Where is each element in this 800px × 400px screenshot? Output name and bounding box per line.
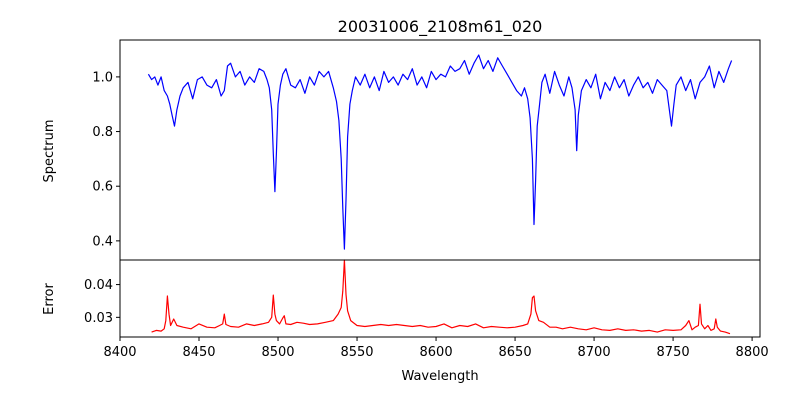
x-tick-label: 8750 — [657, 345, 690, 360]
x-axis-ticks: 8400 8450 8500 8550 8600 8650 8700 8750 8800 — [103, 337, 769, 360]
spectrum-y-tick-label: 0.4 — [92, 234, 113, 249]
x-tick-label: 8500 — [261, 345, 294, 360]
chart-title: 20031006_2108m61_020 — [338, 17, 543, 37]
spectrum-y-tick-label: 1.0 — [92, 70, 113, 85]
x-tick-label: 8650 — [499, 345, 532, 360]
error-line — [151, 259, 731, 335]
x-tick-label: 8400 — [103, 345, 136, 360]
spectrum-y-tick-label: 0.8 — [92, 125, 113, 140]
x-tick-label: 8700 — [578, 345, 611, 360]
spectrum-line — [147, 54, 733, 250]
spectrum-y-axis-label: Spectrum — [42, 120, 57, 183]
x-tick-label: 8450 — [182, 345, 215, 360]
spectrum-y-tick-label: 0.6 — [92, 180, 113, 195]
spectrum-marks — [147, 54, 733, 250]
error-marks — [151, 259, 731, 335]
error-panel: 0.03 0.04 8400 8450 8500 8550 8600 8650 8700 875… — [42, 259, 769, 384]
x-tick-label: 8600 — [420, 345, 453, 360]
x-tick-label: 8800 — [736, 345, 769, 360]
x-axis-label: Wavelength — [401, 369, 478, 384]
error-y-axis-label: Error — [42, 283, 57, 315]
error-y-ticks: 0.03 0.04 — [84, 278, 120, 326]
spectrum-y-ticks: 0.4 0.6 0.8 1.0 — [92, 70, 120, 249]
error-axes-frame — [119, 259, 761, 338]
x-tick-label: 8550 — [340, 345, 373, 360]
error-y-tick-label: 0.04 — [84, 278, 113, 293]
error-y-tick-label: 0.03 — [84, 311, 113, 326]
